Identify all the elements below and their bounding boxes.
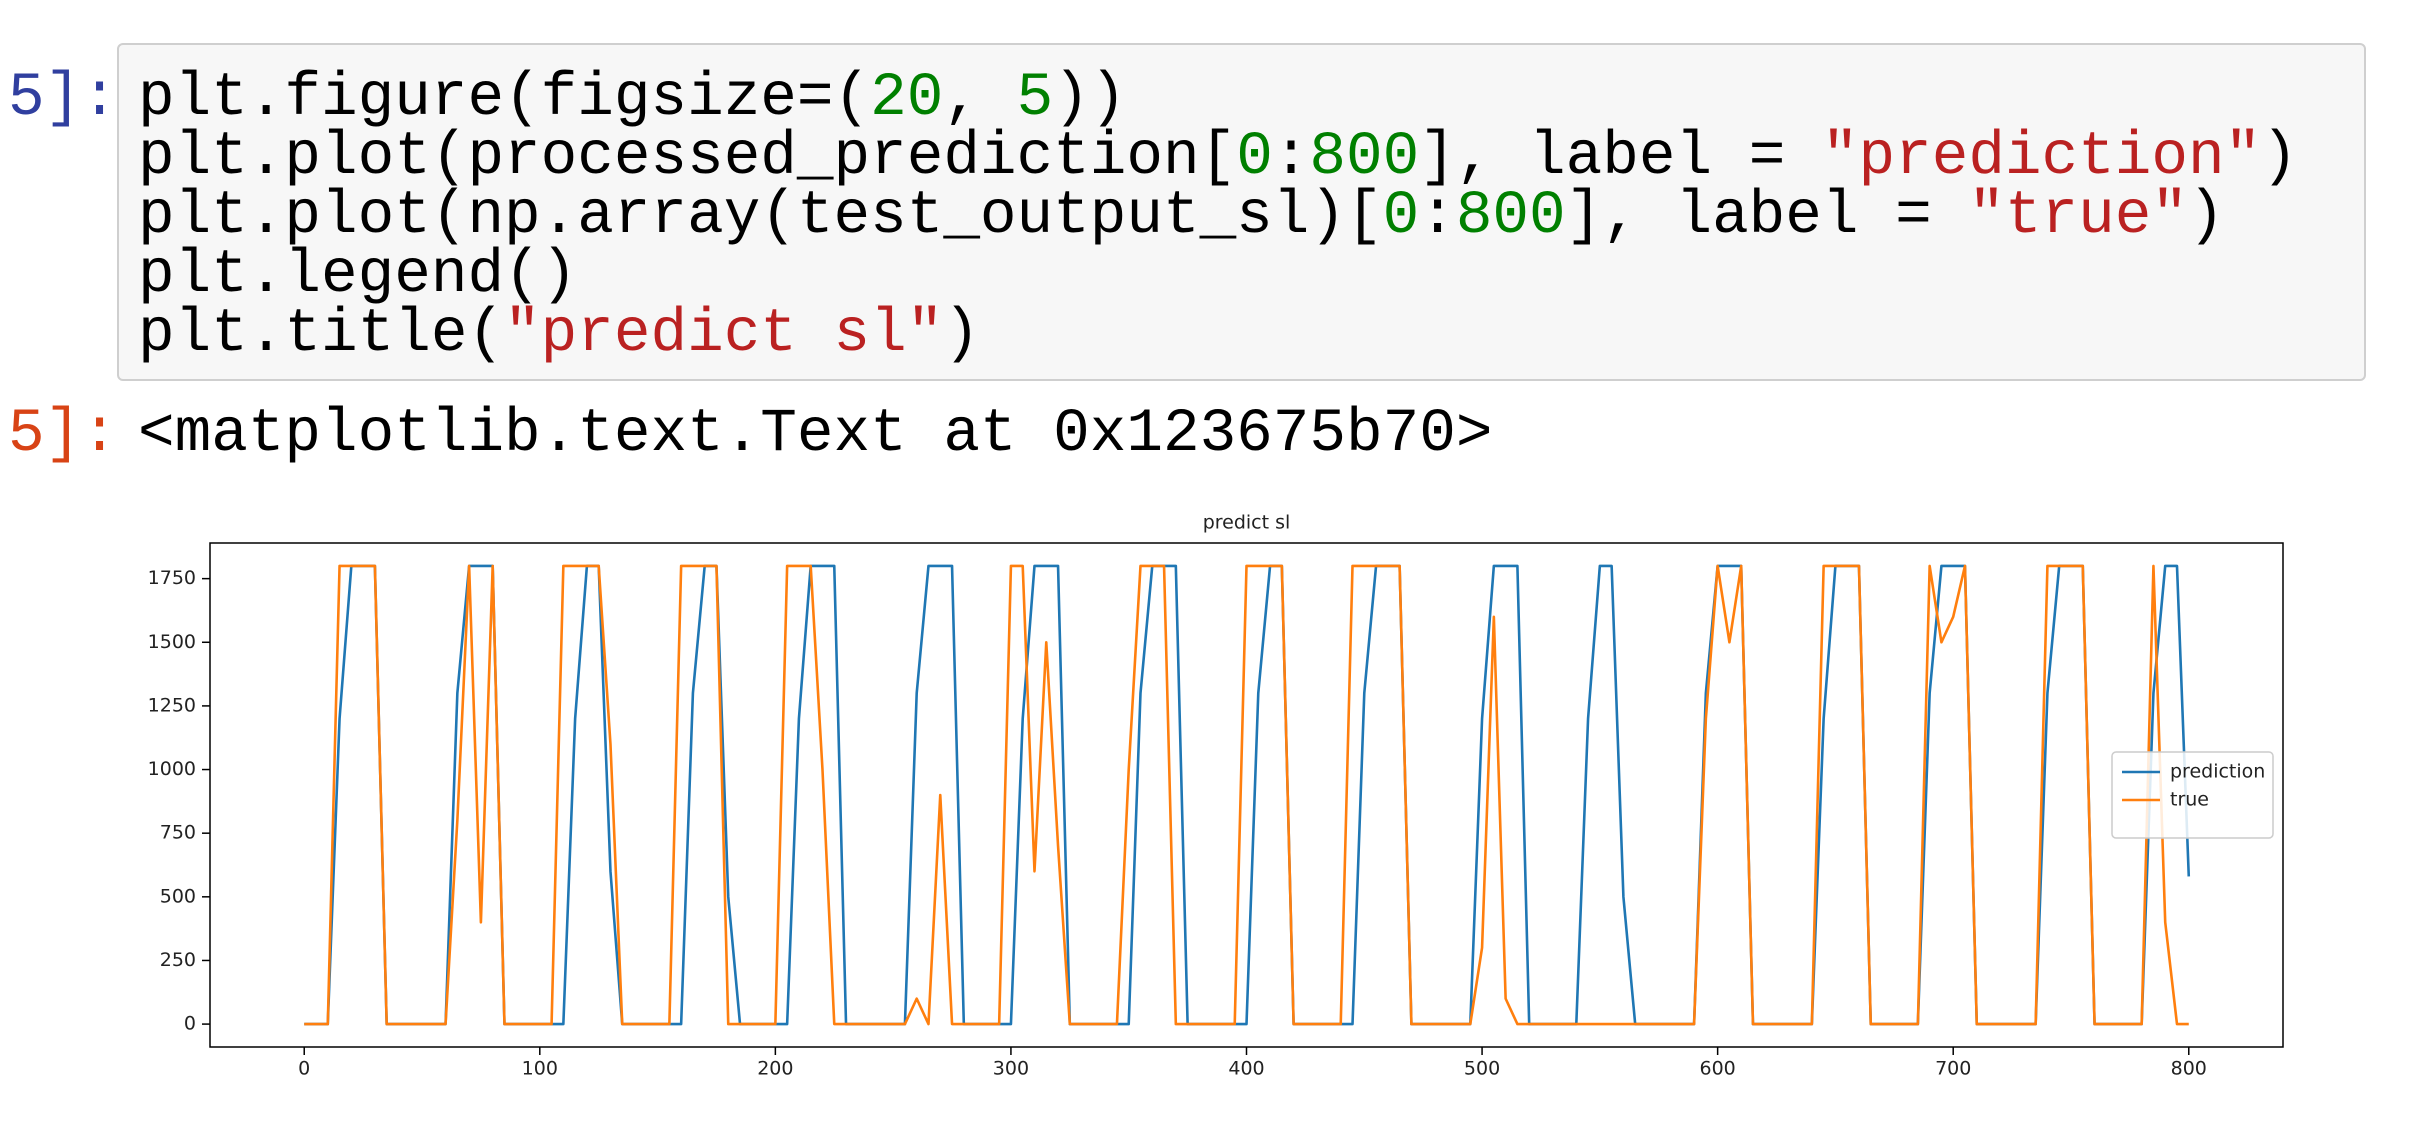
x-tick-label: 400 (1228, 1058, 1264, 1080)
code-line: plt.plot(np.array(test_output_sl)[0:800]… (138, 182, 2225, 251)
data-line (304, 564, 2191, 1026)
y-tick-label: 1500 (148, 631, 196, 653)
x-tick-label: 300 (993, 1058, 1029, 1080)
code-cell[interactable] (117, 43, 2366, 381)
legend-label: true (2170, 789, 2209, 811)
legend-label: prediction (2170, 761, 2265, 783)
x-tick-label: 800 (2171, 1058, 2207, 1080)
code-line: plt.legend() (138, 241, 577, 310)
x-tick-label: 200 (757, 1058, 793, 1080)
code-token: 20 (870, 64, 943, 133)
y-tick-label: 1000 (148, 758, 196, 780)
data-line (304, 564, 2189, 1026)
in-prompt: 5]: (8, 64, 118, 133)
code-token: 800 (1309, 123, 1419, 192)
code-token: "prediction" (1822, 123, 2261, 192)
code-token: plt.legend() (138, 241, 577, 310)
y-tick-label: 1250 (148, 694, 196, 716)
y-tick-label: 750 (160, 822, 196, 844)
output-text: <matplotlib.text.Text at 0x123675b70> (138, 400, 1492, 469)
chart-title: predict sl (1203, 512, 1291, 534)
x-tick-label: 700 (1935, 1058, 1971, 1080)
code-token: ) (2261, 123, 2298, 192)
code-token: )) (1053, 64, 1126, 133)
code-token: 800 (1456, 182, 1566, 251)
code-token: 0 (1236, 123, 1273, 192)
out-prompt: 5]: (8, 400, 118, 469)
code-line: plt.figure(figsize=(20, 5)) (138, 64, 1126, 133)
code-token: plt.plot(np.array(test_output_sl)[ (138, 182, 1383, 251)
code-token: plt.title( (138, 300, 504, 369)
code-token: ], label = (1419, 123, 1822, 192)
code-token: ) (2188, 182, 2225, 251)
legend-box (2111, 751, 2274, 839)
code-token: , (943, 64, 1016, 133)
code-token: "predict sl" (504, 300, 943, 369)
code-token: : (1419, 182, 1456, 251)
code-token: : (1273, 123, 1310, 192)
legend: prediction true (2111, 751, 2274, 839)
x-tick-label: 100 (522, 1058, 558, 1080)
y-tick-label: 250 (160, 949, 196, 971)
x-tick-label: 0 (298, 1058, 310, 1080)
y-tick-label: 500 (160, 885, 196, 907)
code-token: "true" (1968, 182, 2188, 251)
x-tick-label: 600 (1700, 1058, 1736, 1080)
axes-frame (209, 542, 2284, 1048)
code-token: 0 (1383, 182, 1420, 251)
code-token: ], label = (1566, 182, 1969, 251)
code-token: plt.plot(processed_prediction[ (138, 123, 1236, 192)
code-token: plt.figure(figsize=( (138, 64, 870, 133)
y-tick-label: 0 (184, 1013, 196, 1035)
code-line: plt.title("predict sl") (138, 300, 980, 369)
code-lines: plt.figure(figsize=(20, 5))plt.plot(proc… (138, 64, 2298, 369)
chart: predict sl 0 250 500 750 1000 1250 1500 1750 0 100… (148, 512, 2284, 1080)
x-tick-label: 500 (1464, 1058, 1500, 1080)
y-tick-label: 1750 (148, 567, 196, 589)
code-token: 5 (1017, 64, 1054, 133)
code-line: plt.plot(processed_prediction[0:800], la… (138, 123, 2298, 192)
code-token: ) (943, 300, 980, 369)
